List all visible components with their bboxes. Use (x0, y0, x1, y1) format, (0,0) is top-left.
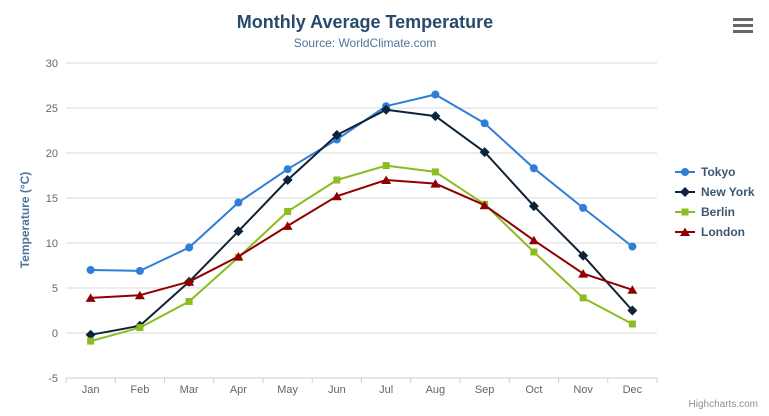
legend: Tokyo New York Berlin London (674, 162, 755, 242)
legend-item-tokyo[interactable]: Tokyo (674, 162, 755, 182)
data-point-new-york[interactable] (479, 147, 490, 158)
y-axis-label: 15 (46, 193, 58, 205)
data-point-berlin[interactable] (530, 248, 538, 256)
x-axis-label: Apr (230, 384, 247, 396)
data-point-london[interactable] (627, 285, 638, 294)
data-point-new-york[interactable] (282, 175, 293, 185)
data-point-tokyo[interactable] (86, 266, 95, 274)
data-point-new-york[interactable] (381, 104, 392, 115)
x-axis-label: Jan (82, 384, 100, 396)
series-line-london[interactable] (89, 179, 634, 299)
data-point-tokyo[interactable] (628, 242, 637, 251)
data-point-london[interactable] (430, 179, 441, 188)
series-line-new-york[interactable] (89, 108, 634, 336)
x-axis-label: Dec (623, 384, 643, 396)
circle-marker-icon (675, 168, 695, 176)
data-point-london[interactable] (479, 200, 490, 210)
data-point-berlin[interactable] (185, 298, 193, 305)
legend-item-new-york[interactable]: New York (674, 182, 755, 202)
x-axis-label: Feb (130, 384, 149, 396)
legend-label-tokyo: Tokyo (701, 165, 736, 179)
y-axis-label: 20 (46, 148, 58, 160)
data-point-new-york[interactable] (528, 201, 539, 212)
data-point-tokyo[interactable] (234, 198, 243, 207)
data-point-london[interactable] (578, 269, 589, 278)
data-point-london[interactable] (184, 277, 195, 286)
data-point-berlin[interactable] (87, 337, 95, 345)
y-axis-label: 10 (46, 238, 58, 250)
data-point-tokyo[interactable] (431, 90, 440, 99)
x-axis-label: Jun (328, 384, 346, 396)
legend-item-london[interactable]: London (674, 222, 755, 242)
x-axis-label: Sep (475, 384, 495, 396)
y-axis-label: -5 (48, 373, 58, 385)
series-line-tokyo[interactable] (89, 93, 634, 272)
data-point-berlin[interactable] (431, 168, 439, 176)
y-axis-label: 0 (52, 328, 58, 340)
data-point-london[interactable] (381, 175, 392, 185)
highcharts-credits-link[interactable]: Highcharts.com (688, 399, 758, 410)
data-point-london[interactable] (85, 293, 96, 302)
data-point-berlin[interactable] (136, 324, 144, 332)
hamburger-menu-icon (733, 17, 753, 21)
data-point-london[interactable] (282, 221, 293, 230)
data-point-berlin[interactable] (628, 320, 636, 328)
data-point-tokyo[interactable] (283, 165, 292, 174)
chart-subtitle: Source: WorldClimate.com (293, 36, 437, 50)
data-point-london[interactable] (528, 235, 539, 245)
export-menu-button[interactable] (731, 15, 755, 35)
data-point-berlin[interactable] (382, 162, 390, 170)
x-axis-label: Mar (180, 384, 199, 396)
x-axis-label: May (277, 384, 298, 396)
legend-label-london: London (701, 225, 745, 239)
x-axis-label: Oct (525, 384, 542, 396)
series-line-berlin[interactable] (89, 164, 634, 343)
data-point-london[interactable] (233, 252, 244, 261)
x-axis-label: Aug (426, 384, 446, 396)
data-point-tokyo[interactable] (579, 203, 588, 212)
data-point-tokyo[interactable] (480, 119, 489, 128)
x-axis-label: Nov (573, 384, 593, 396)
data-point-berlin[interactable] (333, 176, 341, 184)
diamond-marker-icon (675, 187, 695, 197)
y-axis-label: 5 (52, 283, 58, 295)
data-point-london[interactable] (134, 290, 145, 300)
legend-item-berlin[interactable]: Berlin (674, 202, 755, 222)
data-point-new-york[interactable] (430, 111, 441, 122)
triangle-marker-icon (675, 227, 695, 236)
data-point-new-york[interactable] (233, 226, 244, 237)
data-point-tokyo[interactable] (185, 243, 194, 252)
data-point-berlin[interactable] (579, 294, 587, 302)
data-point-tokyo[interactable] (135, 266, 144, 275)
y-axis-label: 30 (46, 58, 58, 70)
data-point-berlin[interactable] (284, 208, 292, 215)
x-axis-label: Jul (379, 384, 393, 396)
data-point-tokyo[interactable] (529, 164, 538, 173)
data-point-new-york[interactable] (627, 305, 638, 316)
data-point-new-york[interactable] (331, 130, 342, 140)
data-point-new-york[interactable] (578, 250, 589, 261)
y-axis-label: 25 (46, 103, 58, 115)
data-point-london[interactable] (331, 191, 342, 201)
square-marker-icon (675, 208, 695, 216)
chart-title: Monthly Average Temperature (236, 12, 494, 32)
data-point-new-york[interactable] (85, 329, 96, 340)
legend-label-berlin: Berlin (701, 205, 736, 219)
legend-label-new-york: New York (701, 185, 755, 199)
